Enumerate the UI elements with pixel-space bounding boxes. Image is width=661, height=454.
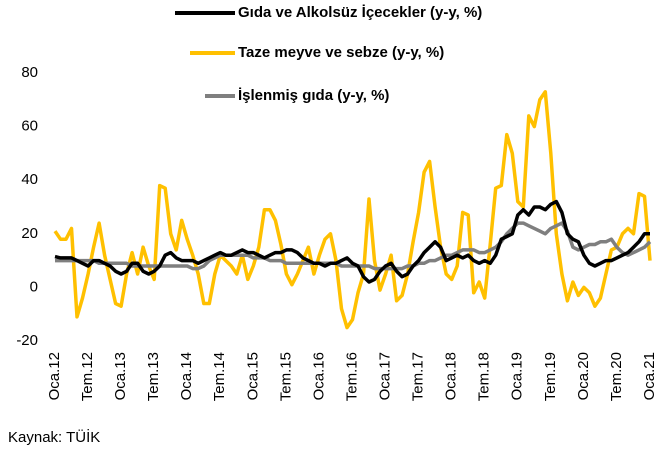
x-tick-label: Tem.14 xyxy=(211,352,228,401)
y-tick-label: 80 xyxy=(21,64,38,81)
legend-label: Taze meyve ve sebze (y-y, %) xyxy=(238,44,444,61)
x-tick-label: Oca.19 xyxy=(509,352,526,400)
y-tick-label: -20 xyxy=(16,332,38,349)
x-tick-label: Oca.14 xyxy=(178,352,195,400)
legend-label: Gıda ve Alkolsüz İçecekler (y-y, %) xyxy=(238,4,482,21)
x-tick-label: Oca.21 xyxy=(641,352,658,400)
y-tick-label: 60 xyxy=(21,118,38,135)
x-tick-label: Oca.16 xyxy=(310,352,327,400)
series-line xyxy=(53,90,652,330)
x-tick-label: Tem.16 xyxy=(343,352,360,401)
legend-label: İşlenmiş gıda (y-y, %) xyxy=(238,87,389,104)
x-tick-label: Tem.20 xyxy=(608,352,625,401)
series-line xyxy=(55,221,652,271)
x-tick-label: Oca.20 xyxy=(575,352,592,400)
x-tick-label: Oca.18 xyxy=(443,352,460,400)
y-tick-label: 0 xyxy=(30,278,38,295)
series-line xyxy=(54,199,650,284)
x-tick-label: Oca.12 xyxy=(46,352,63,400)
x-tick-label: Tem.19 xyxy=(542,352,559,401)
x-tick-label: Tem.12 xyxy=(79,352,96,401)
y-tick-label: 40 xyxy=(21,171,38,188)
y-tick-label: 20 xyxy=(21,225,38,242)
x-tick-label: Oca.17 xyxy=(377,352,394,400)
source: Kaynak: TÜİK xyxy=(8,428,100,446)
x-tick-label: Oca.15 xyxy=(244,352,261,400)
x-tick-label: Tem.15 xyxy=(277,352,294,401)
x-tick-label: Tem.17 xyxy=(410,352,427,401)
x-tick-label: Tem.18 xyxy=(476,352,493,401)
x-tick-label: Oca.13 xyxy=(112,352,129,400)
x-tick-label: Tem.13 xyxy=(145,352,162,401)
